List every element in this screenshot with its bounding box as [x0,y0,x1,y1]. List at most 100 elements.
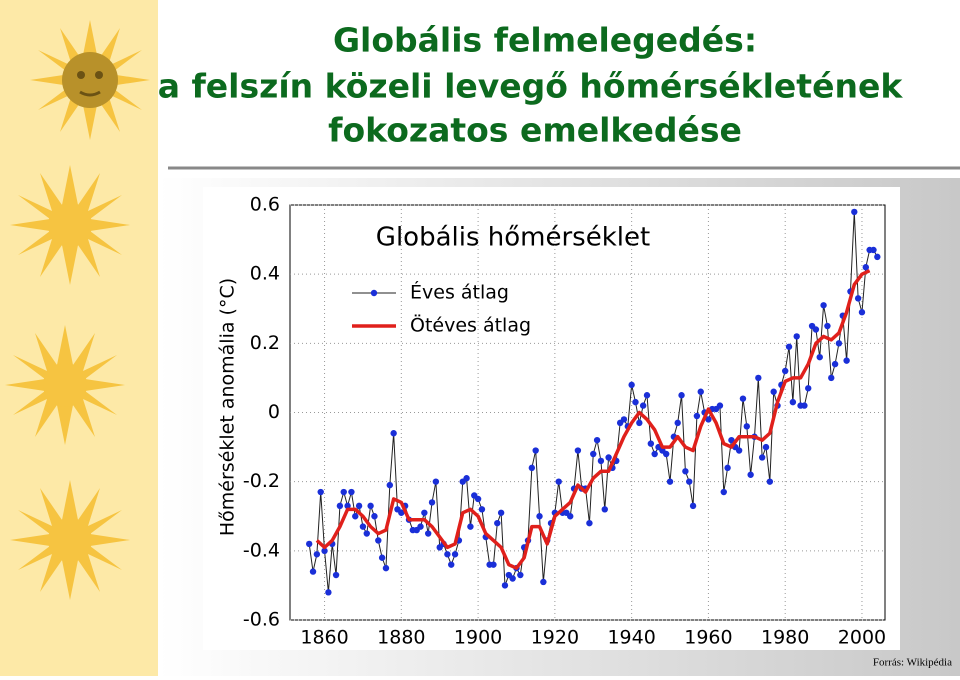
data-point [735,447,743,454]
data-point [478,506,486,513]
data-point [467,523,474,530]
data-point [862,264,870,271]
data-point [686,478,693,485]
y-tick-label: 0 [268,401,280,423]
data-point [536,513,543,520]
data-point [355,502,363,510]
data-point [371,513,378,520]
data-point [682,468,689,475]
data-point [444,551,451,558]
data-point [801,402,808,409]
data-point [747,471,754,478]
data-point [490,561,497,568]
data-point [785,343,793,350]
data-point [770,388,777,395]
data-point [474,495,482,503]
data-point [639,402,647,409]
x-tick-label: 2000 [838,627,886,649]
data-point [766,478,774,485]
data-point [666,478,674,485]
data-point [432,478,440,485]
series-line [315,269,871,570]
data-point [662,450,670,458]
data-point [755,374,762,382]
y-tick-label: -0.4 [243,539,280,561]
data-point [874,253,881,261]
data-point [739,395,747,402]
legend-label: Ötéves átlag [410,314,531,337]
data-point [743,423,751,430]
data-point [317,488,324,496]
data-point [424,530,432,537]
data-point [824,322,831,330]
data-point [693,412,701,420]
data-point [497,509,505,516]
legend-marker [370,289,378,297]
data-point [705,416,712,423]
y-tick-label: 0.6 [250,194,280,216]
x-tick-label: 1960 [684,627,732,649]
data-point [574,447,582,454]
data-point [728,436,735,444]
data-point [590,450,597,458]
data-point [601,506,608,513]
slide-title-line: a felszín közeli levegő hőmérsékletének [158,67,904,106]
data-point [851,208,858,216]
data-point [620,416,628,423]
data-point [421,509,428,516]
data-point [781,367,789,375]
data-point [689,502,697,510]
data-point [494,519,501,527]
y-tick-label: -0.6 [243,609,280,631]
data-point [509,575,516,582]
data-point [858,309,866,316]
data-point [605,454,612,461]
y-tick-label: 0.2 [250,332,280,354]
slide-title-line: Globális felmelegedés: [333,21,757,60]
data-point [651,450,658,458]
data-point [697,388,704,395]
y-tick-label: 0.4 [250,263,280,285]
data-point [828,374,835,382]
data-point [313,551,321,558]
slide-title-line: fokozatos emelkedése [328,111,742,150]
data-point [517,571,524,579]
data-point [632,398,639,406]
data-point [720,488,727,496]
x-tick-label: 1900 [454,627,502,649]
data-point [378,554,386,561]
data-point [820,302,827,309]
data-point [636,419,643,427]
data-point [843,357,850,364]
data-point [417,523,424,530]
data-point [305,540,313,548]
data-point [325,589,332,596]
data-point [390,430,397,437]
data-point [386,481,394,489]
data-point [348,488,355,496]
data-point [716,402,724,409]
data-point [831,360,839,368]
side-strip [0,0,158,676]
data-point [674,419,681,427]
data-point [532,447,539,454]
data-point [528,464,536,472]
data-point [448,561,455,568]
data-point [816,353,823,361]
x-tick-label: 1920 [531,627,579,649]
data-point [309,568,317,575]
y-tick-label: -0.2 [243,470,280,492]
x-tick-label: 1980 [761,627,809,649]
data-point [451,551,459,558]
chart-panel [203,187,900,650]
data-point [835,340,843,347]
x-tick-label: 1860 [300,627,348,649]
data-point [812,326,820,333]
data-point [793,333,800,340]
data-point [724,464,731,472]
sun-decorations [5,20,150,600]
data-point [597,457,605,465]
data-point [463,475,470,482]
plot: 0.6 0.4 0.2 0 -0.2 -0.4 -0.6 1860 1880 1900 1920 19… [243,194,886,649]
